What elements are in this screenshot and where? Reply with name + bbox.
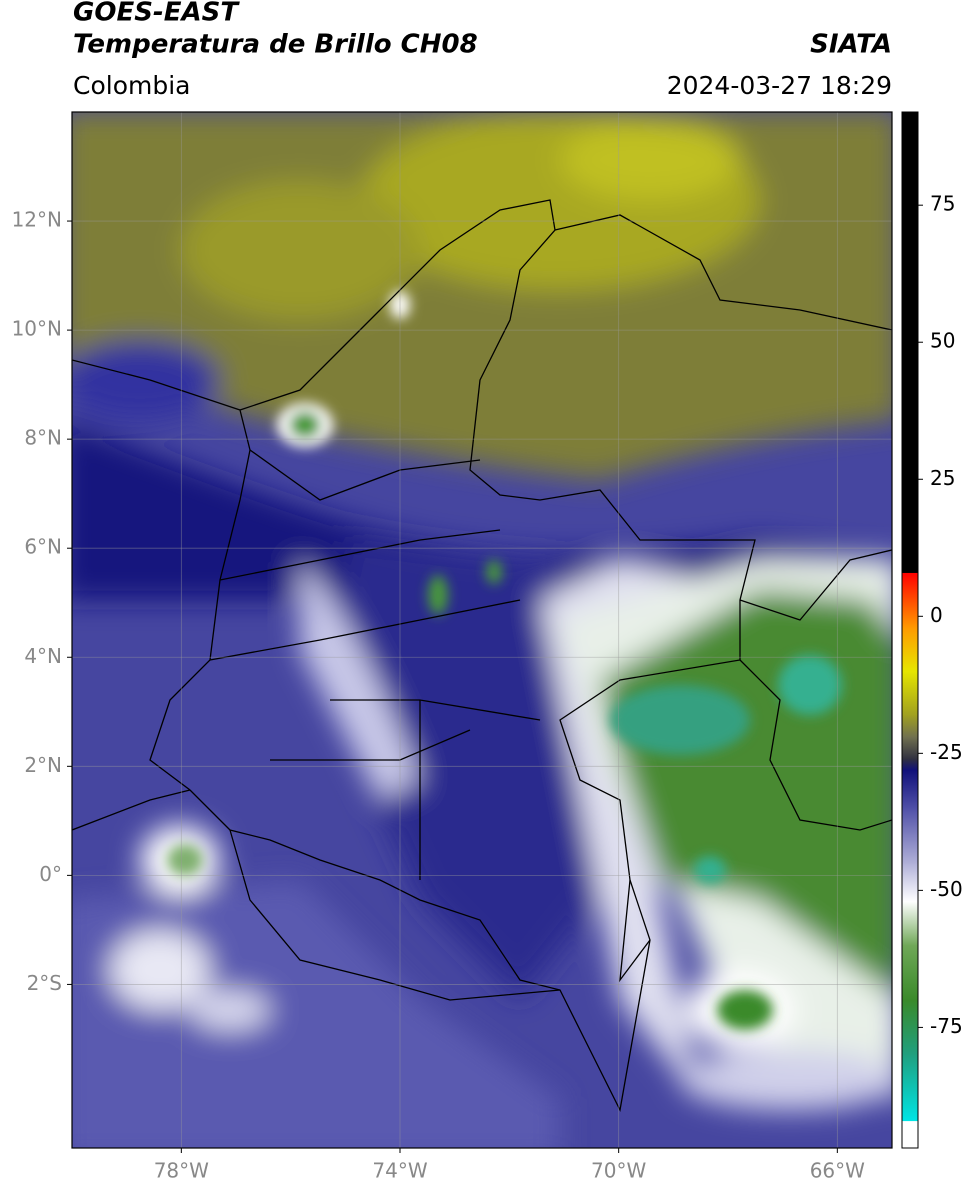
- colorbar-segment: [902, 736, 918, 760]
- datetime: 2024-03-27 18:29: [667, 71, 892, 100]
- colorbar-segment: [902, 808, 918, 864]
- y-tick-label: 0°: [39, 862, 62, 886]
- colorbar-frame: [901, 111, 919, 1149]
- source: SIATA: [810, 30, 892, 60]
- borders: [72, 199, 892, 1113]
- colorbar-segment: [902, 112, 918, 573]
- satellite-image: [72, 112, 892, 1148]
- colorbar-tick-label: -75: [930, 1014, 963, 1038]
- colorbar-tick-label: 0: [930, 603, 943, 627]
- y-tick-label: 10°N: [12, 317, 62, 341]
- colorbar-segment: [902, 862, 918, 902]
- x-tick-label: 74°W: [372, 1159, 427, 1183]
- colorbar-tick-label: 25: [930, 466, 955, 490]
- region: Colombia: [73, 71, 190, 100]
- colorbar-segment: [902, 671, 918, 716]
- colorbar: 75 50 25 0 -25 -50 -75: [902, 112, 963, 1149]
- colorbar-tick-label: 75: [930, 192, 955, 216]
- y-tick-label: 6°N: [24, 535, 62, 559]
- colorbar-tick-label: 50: [930, 329, 955, 353]
- grid: 78°W 74°W 70°W 66°W 12°N 10°N 8°N 6°N 4°N 2°N 0° 2°…: [12, 112, 892, 1183]
- colorbar-segment: [902, 714, 918, 738]
- colorbar-segment: [902, 1054, 918, 1122]
- y-tick-label: 8°N: [24, 426, 62, 450]
- y-tick-label: 2°S: [27, 971, 62, 995]
- subtitle: Temperatura de Brillo CH08: [73, 30, 478, 60]
- title: GOES-EAST: [73, 0, 240, 28]
- colorbar-segment: [902, 758, 918, 771]
- colorbar-tick-label: -25: [930, 740, 963, 764]
- colorbar-segment: [902, 769, 918, 809]
- colorbar-tick-label: -50: [930, 877, 963, 901]
- colorbar-segment: [902, 572, 918, 628]
- colorbar-segment: [902, 901, 918, 946]
- y-tick-label: 2°N: [24, 753, 62, 777]
- colorbar-segment: [902, 1120, 918, 1149]
- map-frame: [71, 111, 893, 1149]
- y-tick-label: 4°N: [24, 644, 62, 668]
- y-tick-label: 12°N: [12, 208, 62, 232]
- colorbar-segment: [902, 627, 918, 672]
- colorbar-segment: [902, 945, 918, 1001]
- x-tick-label: 70°W: [591, 1159, 646, 1183]
- x-tick-label: 78°W: [154, 1159, 209, 1183]
- x-tick-label: 66°W: [810, 1159, 865, 1183]
- colorbar-segment: [902, 1000, 918, 1056]
